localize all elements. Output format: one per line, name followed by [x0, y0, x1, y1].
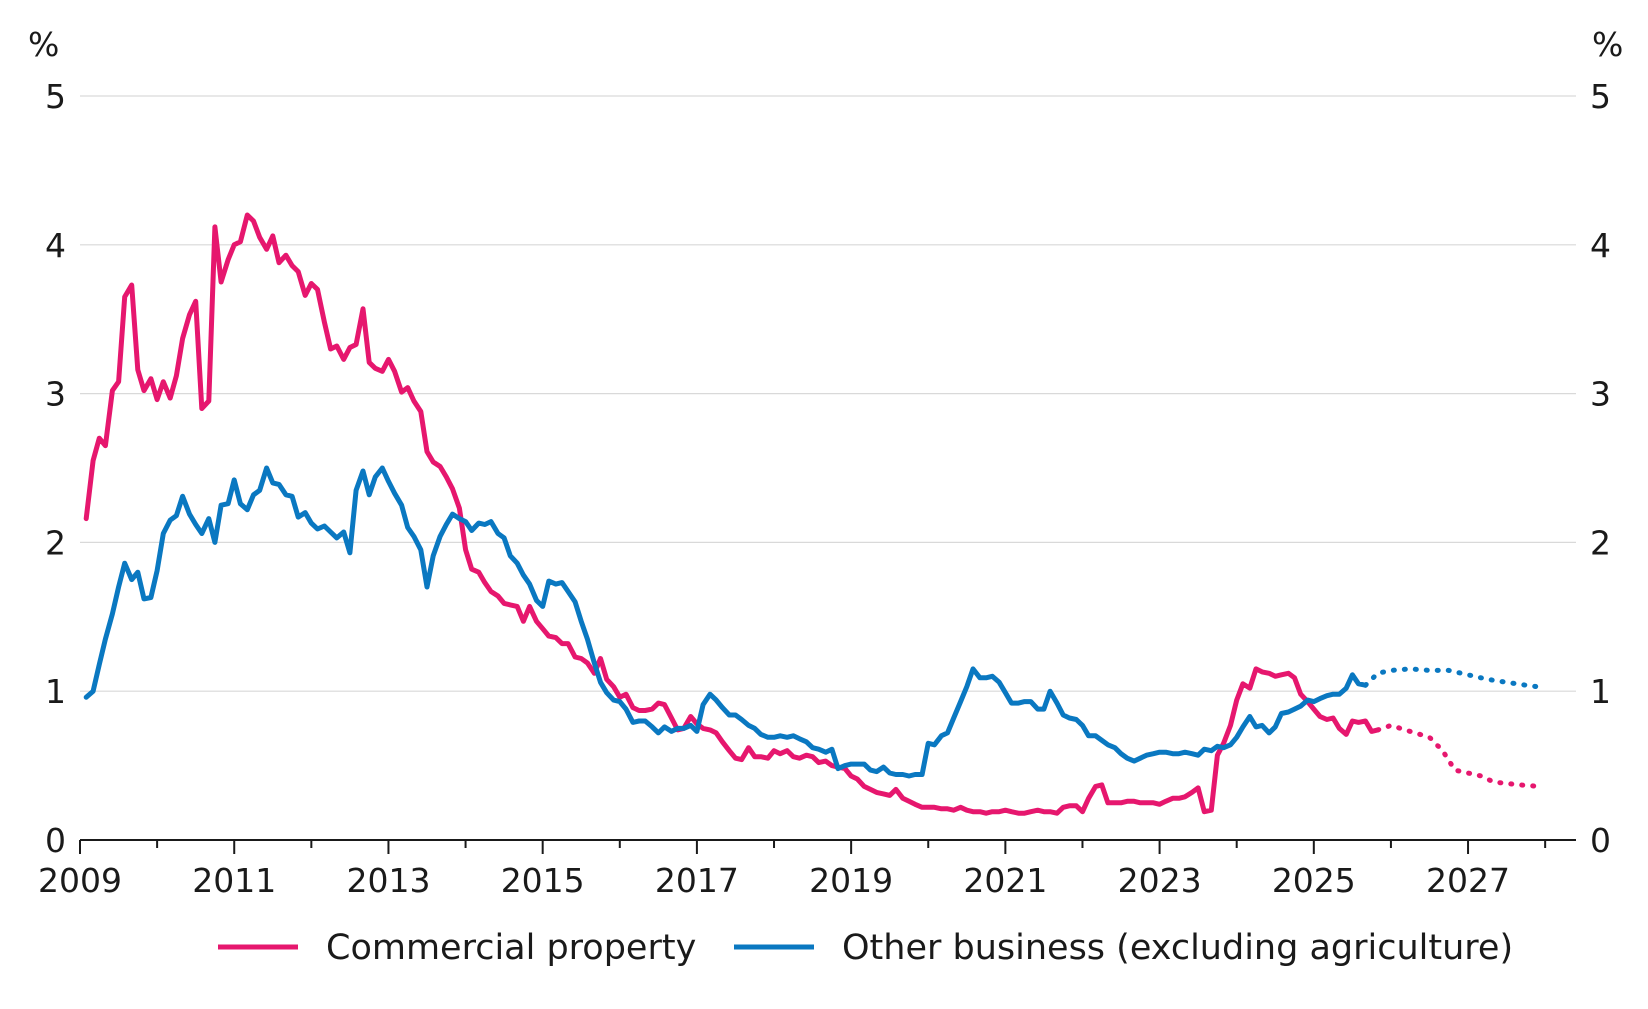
series-lines: [83, 212, 1542, 816]
forecast-line-commercial-property: [1375, 722, 1542, 789]
x-tick-label: 2027: [1426, 861, 1510, 900]
x-tick-label: 2011: [192, 861, 276, 900]
y-tick-label-left: 2: [45, 523, 66, 562]
legend-label-other-business: Other business (excluding agriculture): [842, 928, 1513, 968]
x-tick-label: 2025: [1272, 861, 1356, 900]
y-unit-left-label: %: [28, 25, 59, 64]
y-tick-label-left: 0: [45, 821, 66, 860]
y-tick-label-right: 2: [1590, 523, 1611, 562]
x-tick-label: 2009: [38, 861, 122, 900]
y-tick-label-right: 4: [1590, 226, 1611, 265]
y-tick-label-right: 1: [1590, 672, 1611, 711]
legend-label-commercial-property: Commercial property: [326, 928, 696, 968]
y-tick-label-left: 1: [45, 672, 66, 711]
x-tick-label: 2017: [655, 861, 739, 900]
x-tick-label: 2019: [809, 861, 893, 900]
y-tick-label-left: 4: [45, 226, 66, 265]
x-tick-label: 2023: [1118, 861, 1202, 900]
gridlines: [80, 95, 1576, 692]
y-tick-label-left: 3: [45, 375, 66, 414]
x-tick-label: 2013: [346, 861, 430, 900]
y-tick-label-right: 0: [1590, 821, 1611, 860]
legend: Commercial property Other business (excl…: [218, 928, 1513, 968]
series-line-other-business: [83, 465, 1368, 779]
x-tick-label: 2021: [963, 861, 1047, 900]
y-unit-right-label: %: [1592, 25, 1623, 64]
y-tick-label-left: 5: [45, 77, 66, 116]
y-tick-label-right: 5: [1590, 77, 1611, 116]
forecast-line-other-business: [1363, 666, 1540, 690]
axes: 0 0 1 1 2 2 3 3 4 4 5 5 2009 2011 2013 2015 2017 2019 2021…: [38, 77, 1611, 900]
x-tick-label: 2015: [501, 861, 585, 900]
series-line-commercial-property: [83, 212, 1381, 816]
y-tick-label-right: 3: [1590, 375, 1611, 414]
